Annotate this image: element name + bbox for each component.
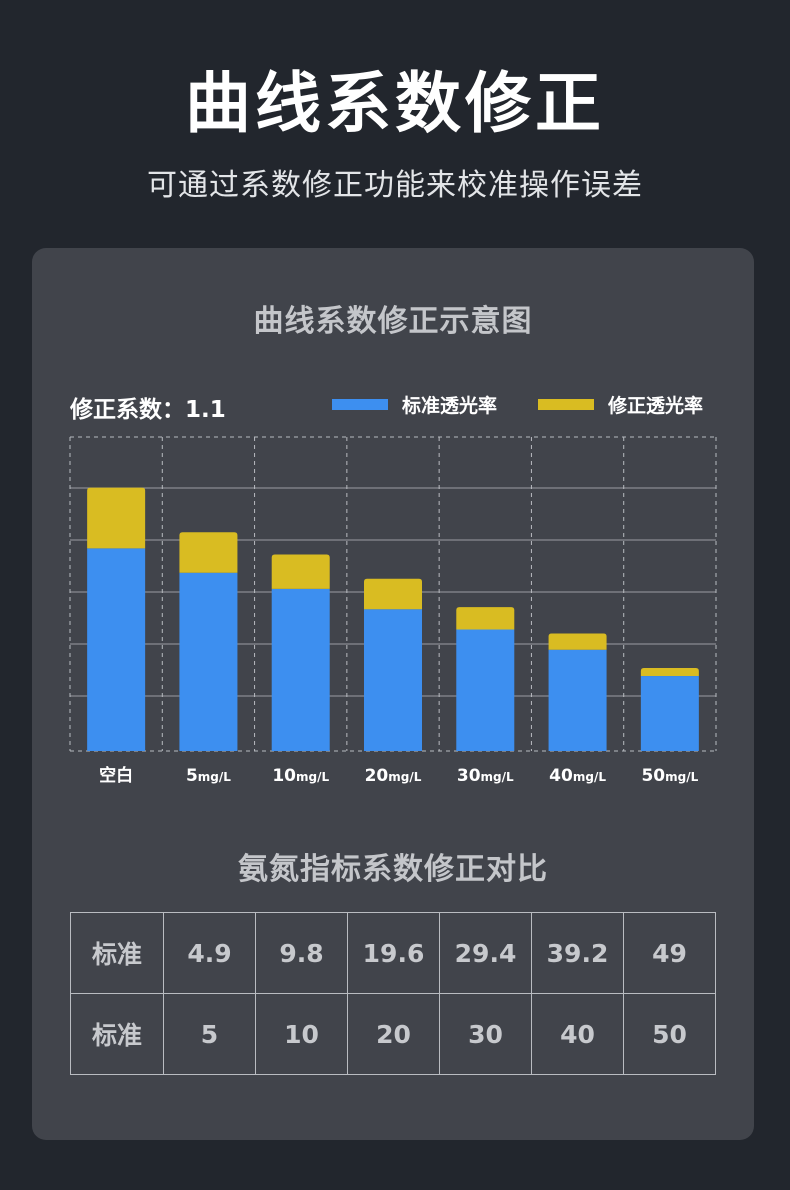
page-subtitle: 可通过系数修正功能来校准操作误差 <box>147 168 643 203</box>
tick-label-value: 5 <box>186 766 198 786</box>
bar-standard <box>87 548 146 751</box>
bar-corrected <box>364 578 422 610</box>
table-cell: 5 <box>163 993 256 1075</box>
bar-corrected <box>87 487 146 549</box>
legend-swatch-corrected <box>538 399 594 410</box>
tick-label-unit: mg/L <box>665 770 698 784</box>
table-row: 标准 4.9 9.8 19.6 29.4 39.2 49 <box>70 912 716 994</box>
table-title: 氨氮指标系数修正对比 <box>238 852 548 887</box>
tick-label-unit: mg/L <box>481 770 514 784</box>
tick-label-unit: mg/L <box>573 770 606 784</box>
bar-chart: 空白 5mg/L 10mg/L 20mg/L 30mg/L 40mg/L 50mg/L <box>69 436 717 786</box>
table-cell: 20 <box>347 993 440 1075</box>
legend-swatch-standard <box>332 399 388 410</box>
bar-standard <box>271 588 330 751</box>
tick-label-unit: mg/L <box>388 770 421 784</box>
tick-label-unit: mg/L <box>198 770 231 784</box>
legend-item-standard: 标准透光率 <box>332 391 497 418</box>
comparison-table: 标准 4.9 9.8 19.6 29.4 39.2 49 标准 5 10 20 30 40 50 <box>70 912 716 1075</box>
tick-label-value: 空白 <box>99 765 133 786</box>
table-cell: 49 <box>623 912 716 994</box>
table-cell: 29.4 <box>439 912 532 994</box>
bar-standard <box>548 649 607 751</box>
table-row-header: 标准 <box>70 993 164 1075</box>
page-title: 曲线系数修正 <box>185 65 605 142</box>
tick-label: 50mg/L <box>641 766 698 786</box>
tick-label-value: 50 <box>641 766 665 786</box>
table-row-header: 标准 <box>70 912 164 994</box>
tick-label-value: 10 <box>272 766 296 786</box>
table-cell: 10 <box>255 993 348 1075</box>
bar-corrected <box>548 633 607 650</box>
legend-label-corrected: 修正透光率 <box>608 395 704 417</box>
bar-corrected <box>456 607 515 630</box>
table-row: 标准 5 10 20 30 40 50 <box>70 993 716 1075</box>
tick-label-value: 30 <box>457 766 481 786</box>
table-cell: 39.2 <box>531 912 624 994</box>
bar-standard <box>179 572 238 751</box>
tick-label: 20mg/L <box>365 766 422 786</box>
bar-standard <box>364 609 422 751</box>
tick-label-value: 40 <box>549 766 573 786</box>
tick-label: 30mg/L <box>457 766 514 786</box>
bar-standard <box>456 629 515 751</box>
legend-label-standard: 标准透光率 <box>402 395 498 417</box>
bar-standard <box>640 676 699 751</box>
tick-label-value: 20 <box>365 766 389 786</box>
table-cell: 40 <box>531 993 624 1075</box>
table-cell: 19.6 <box>347 912 440 994</box>
coefficient-label: 修正系数：1.1 <box>70 397 226 423</box>
tick-label: 40mg/L <box>549 766 606 786</box>
bar-corrected <box>271 554 330 589</box>
chart-title: 曲线系数修正示意图 <box>253 304 533 339</box>
table-cell: 4.9 <box>163 912 256 994</box>
legend-item-corrected: 修正透光率 <box>538 391 703 418</box>
table-cell: 9.8 <box>255 912 348 994</box>
table-cell: 50 <box>623 993 716 1075</box>
tick-label: 10mg/L <box>272 766 329 786</box>
tick-label: 空白 <box>99 765 133 786</box>
table-cell: 30 <box>439 993 532 1075</box>
bar-corrected <box>179 532 238 573</box>
tick-label-unit: mg/L <box>296 770 329 784</box>
bar-corrected <box>640 667 699 677</box>
content-panel: 曲线系数修正示意图 修正系数：1.1 标准透光率 修正透光率 空白 5mg/L 10… <box>32 248 754 1140</box>
tick-label: 5mg/L <box>186 766 231 786</box>
